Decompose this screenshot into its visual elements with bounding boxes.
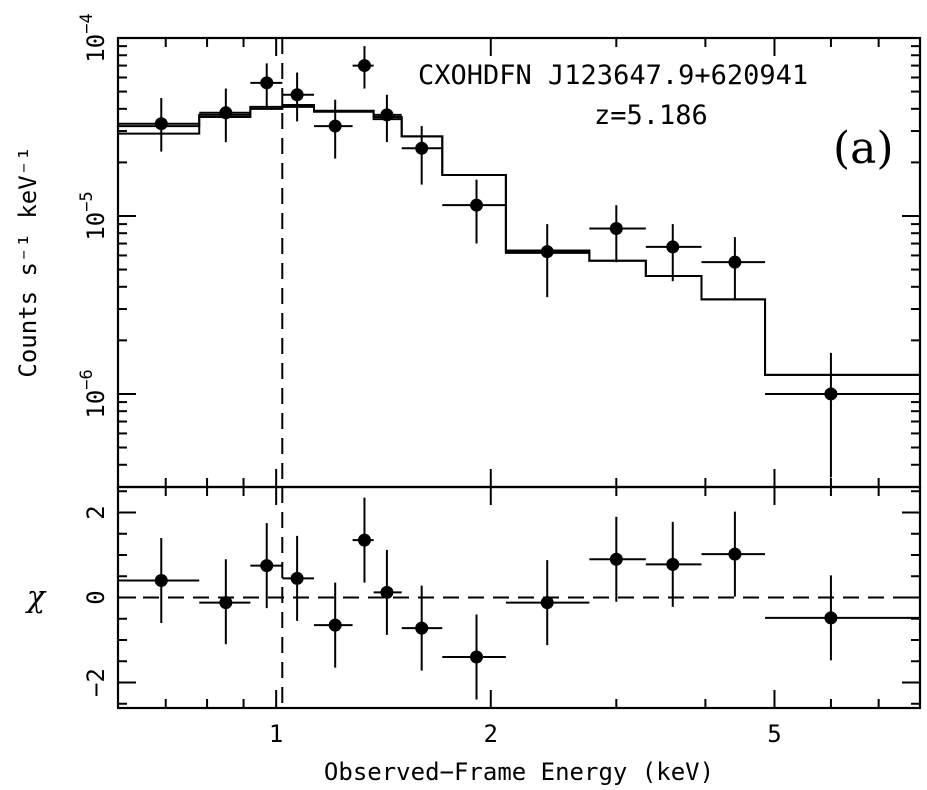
spectrum-data-point xyxy=(250,63,283,109)
spectrum-y-tick-exponent: −5 xyxy=(77,191,97,211)
spectrum-data-point xyxy=(199,88,251,143)
spectrum-point-marker xyxy=(666,240,680,254)
residual-data-point xyxy=(118,538,200,623)
x-tick-label: 2 xyxy=(484,720,498,748)
spectrum-data-point xyxy=(765,352,920,478)
residual-data-point xyxy=(589,516,646,602)
residual-data-point xyxy=(401,585,443,671)
spectrum-y-tick-exponent: −6 xyxy=(77,369,97,389)
residuals-y-tick-label: 0 xyxy=(82,590,110,604)
residual-data-point xyxy=(250,523,283,609)
model-step-upper-line xyxy=(118,104,920,376)
residual-point-marker xyxy=(540,596,554,610)
spectrum-point-marker xyxy=(415,141,429,155)
residual-data-point xyxy=(352,497,374,583)
spectrum-panel: 10−610−510−4 CXOHDFN J123647.9+620941 z=… xyxy=(14,13,922,489)
spectrum-y-tick-text: 10−4 xyxy=(77,13,110,62)
spectrum-data-point xyxy=(314,99,353,159)
residuals-dashed-lines xyxy=(118,487,920,708)
residuals-y-axis-label: χ xyxy=(25,580,47,615)
spectrum-data-point xyxy=(442,179,506,244)
residual-data-point xyxy=(373,549,402,635)
spectrum-data-point xyxy=(589,205,646,263)
model-step-lower-line xyxy=(118,105,920,376)
spectrum-y-tick-base: 10 xyxy=(82,212,110,241)
spectrum-data-point xyxy=(118,98,200,152)
redshift-annotation: z=5.186 xyxy=(594,100,708,131)
residual-point-marker xyxy=(290,571,304,585)
source-name-annotation: CXOHDFN J123647.9+620941 xyxy=(418,60,808,91)
spectrum-y-tick-exponent: −4 xyxy=(77,13,97,33)
residual-point-marker xyxy=(609,552,623,566)
spectrum-data-points xyxy=(118,46,920,478)
spectrum-model xyxy=(118,104,920,376)
residual-point-marker xyxy=(824,611,838,625)
spectrum-y-tick-base: 10 xyxy=(82,390,110,419)
spectrum-data-point xyxy=(401,126,443,185)
spectrum-y-tick-text: 10−5 xyxy=(77,191,110,240)
spectrum-point-marker xyxy=(470,198,484,212)
residuals-axis-ticks xyxy=(118,487,920,708)
panel-label: (a) xyxy=(833,123,894,174)
x-tick-label: 5 xyxy=(767,720,781,748)
spectrum-y-tick-label: 10−5 xyxy=(77,191,110,240)
residual-data-point xyxy=(442,614,506,700)
residual-point-marker xyxy=(260,559,274,573)
residual-data-point xyxy=(314,582,353,668)
residual-point-marker xyxy=(666,557,680,571)
residual-point-marker xyxy=(470,650,484,664)
residual-data-point xyxy=(282,535,315,621)
residual-data-point xyxy=(645,521,702,607)
residual-data-point xyxy=(701,511,766,597)
residuals-y-tick-labels: 2 0 −2 xyxy=(82,505,110,697)
spectrum-point-marker xyxy=(154,117,168,131)
spectrum-plot-frame xyxy=(116,36,922,489)
residuals-y-tick-label: 2 xyxy=(82,505,110,519)
spectrum-data-point xyxy=(645,224,702,282)
spectrum-point-marker xyxy=(380,108,394,122)
spectrum-axis-ticks xyxy=(118,37,920,488)
x-axis-label: Observed−Frame Energy (keV) xyxy=(324,758,714,786)
x-tick-label: 1 xyxy=(269,720,283,748)
residuals-y-tick-label: −2 xyxy=(82,668,110,697)
residual-point-marker xyxy=(328,618,342,632)
residuals-data-points xyxy=(118,497,920,700)
spectrum-point-marker xyxy=(540,245,554,259)
residual-point-marker xyxy=(219,596,233,610)
spectrum-point-marker xyxy=(219,106,233,120)
spectrum-y-tick-label: 10−4 xyxy=(77,13,110,62)
spectrum-data-point xyxy=(282,72,315,122)
residual-data-point xyxy=(199,559,251,645)
residuals-panel: 2 0 −2 1 2 5 χ Observed−Frame Energy (keV) xyxy=(25,485,922,786)
residual-point-marker xyxy=(380,585,394,599)
spectrum-y-tick-base: 10 xyxy=(82,34,110,63)
x-tick-labels: 1 2 5 xyxy=(269,720,782,748)
residual-point-marker xyxy=(415,621,429,635)
spectrum-data-point xyxy=(505,224,590,298)
spectrum-data-point xyxy=(373,94,402,143)
spectrum-y-tick-text: 10−6 xyxy=(77,369,110,418)
residual-point-marker xyxy=(154,574,168,587)
spectrum-data-point xyxy=(701,237,766,300)
spectrum-point-marker xyxy=(728,255,742,269)
residual-data-point xyxy=(505,560,590,646)
spectrum-point-marker xyxy=(260,76,274,90)
residual-point-marker xyxy=(357,533,371,547)
spectrum-point-marker xyxy=(357,59,371,73)
spectrum-y-tick-label: 10−6 xyxy=(77,369,110,418)
spectrum-y-tick-labels: 10−610−510−4 xyxy=(77,13,110,418)
spectrum-data-point xyxy=(352,46,374,89)
spectrum-point-marker xyxy=(609,222,623,236)
residual-data-point xyxy=(765,575,920,661)
spectrum-point-marker xyxy=(328,119,342,133)
spectrum-y-axis-label: Counts s⁻¹ keV⁻¹ xyxy=(14,146,42,377)
spectrum-point-marker xyxy=(290,88,304,102)
spectrum-point-marker xyxy=(824,387,838,401)
residual-point-marker xyxy=(728,547,742,561)
